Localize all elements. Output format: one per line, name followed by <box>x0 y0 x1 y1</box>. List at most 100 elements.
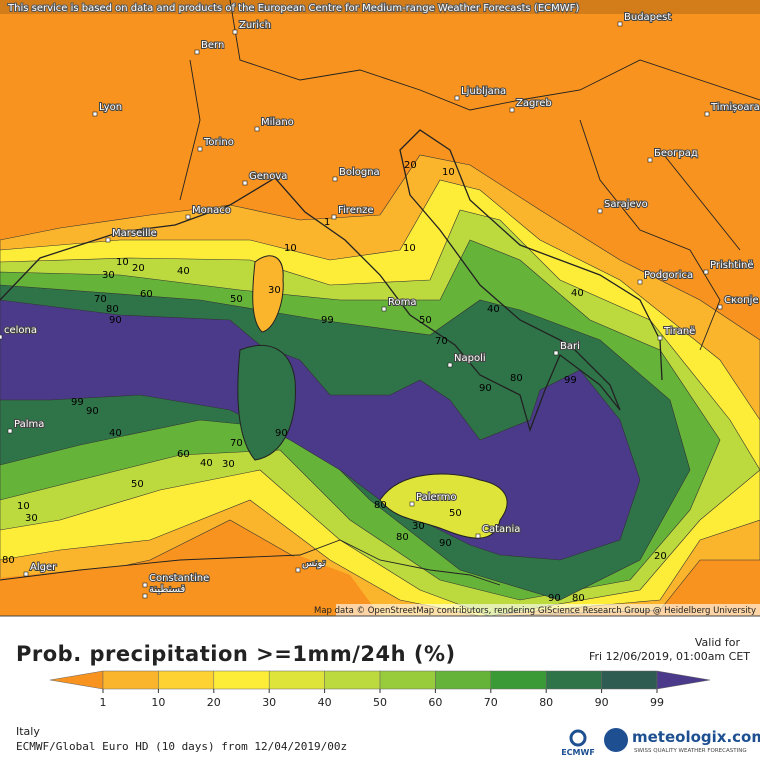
city-label: Bologna <box>339 167 380 178</box>
city-label: Bern <box>201 40 224 51</box>
attribution: Map data © OpenStreetMap contributors, r… <box>314 606 756 616</box>
legend-segment <box>158 670 215 690</box>
city-label: Bari <box>560 341 580 352</box>
city-dot <box>254 126 260 132</box>
city-label: Tiranë <box>663 326 695 337</box>
legend-segment <box>435 670 492 690</box>
city-dot <box>475 533 481 539</box>
legend-segment <box>268 670 325 690</box>
sardinia <box>237 344 296 461</box>
africa-land <box>0 556 380 616</box>
map: This service is based on data and produc… <box>0 0 760 617</box>
city-label: Zagreb <box>516 98 552 109</box>
city-dot <box>509 107 515 113</box>
ecmwf-icon <box>569 729 587 747</box>
city-dot <box>142 593 148 599</box>
banner: This service is based on data and produc… <box>7 3 579 14</box>
city-label: Prishtinë <box>710 260 753 271</box>
city-label: Београд <box>654 148 698 159</box>
city-dot <box>7 428 13 434</box>
legend-segment <box>102 670 159 690</box>
contour-label: 30 <box>25 513 38 524</box>
brand-tagline: SWISS QUALITY WEATHER FORECASTING <box>634 748 747 754</box>
city-label: Napoli <box>454 353 486 364</box>
contour-label: 99 <box>564 375 577 386</box>
borders <box>0 0 760 586</box>
city-label: Genova <box>249 171 287 182</box>
contour-label: 90 <box>86 406 99 417</box>
legend-tick-label: 10 <box>151 696 165 709</box>
contour-label: 40 <box>200 458 213 469</box>
contour-label: 60 <box>177 449 190 460</box>
contour-label: 50 <box>449 508 462 519</box>
city-dot <box>105 237 111 243</box>
city-dot <box>92 111 98 117</box>
contour-label: 99 <box>321 315 334 326</box>
legend-tick-label: 50 <box>373 696 387 709</box>
legend-tick-label: 80 <box>539 696 553 709</box>
city-dot <box>381 306 387 312</box>
contour-label: 30 <box>102 270 115 281</box>
city-dot <box>637 279 643 285</box>
contour-label: 40 <box>109 428 122 439</box>
contour-label: 20 <box>132 263 145 274</box>
contour-label: 70 <box>435 336 448 347</box>
contour-label: 80 <box>396 532 409 543</box>
city-dot <box>331 214 337 220</box>
contour-label: 90 <box>109 315 122 326</box>
contour-label: 40 <box>571 288 584 299</box>
contour-label: 80 <box>374 500 387 511</box>
city-dot <box>232 29 238 35</box>
city-dot <box>717 304 723 310</box>
contour-label: 50 <box>419 315 432 326</box>
contour-label: 1 <box>324 217 330 228</box>
legend-tick-label: 99 <box>650 696 664 709</box>
contour-label: 50 <box>230 294 243 305</box>
city-dot <box>617 21 623 27</box>
city-dot <box>597 208 603 214</box>
ecmwf-logo: ECMWF <box>561 748 595 757</box>
city-label: Ljubljana <box>461 86 506 97</box>
city-label: Palermo <box>416 492 456 503</box>
brand: meteologix.com <box>632 728 760 746</box>
legend-arrow-high <box>656 670 711 690</box>
contour-label: 99 <box>71 397 84 408</box>
city-label: Milano <box>261 117 294 128</box>
city-label: Firenze <box>338 205 374 216</box>
legend-tick-label: 70 <box>484 696 498 709</box>
city-dot <box>197 146 203 152</box>
contour-label: 30 <box>222 459 235 470</box>
banner-bg <box>0 0 760 14</box>
color-legend: 1 10 20 30 40 50 60 70 80 90 99 <box>49 670 711 709</box>
valid-time: Fri 12/06/2019, 01:00am CET <box>589 650 750 663</box>
model-run: ECMWF/Global Euro HD (10 days) from 12/0… <box>16 740 347 753</box>
city-label: Monaco <box>192 205 231 216</box>
contour-label: 50 <box>131 479 144 490</box>
legend-tick-label: 90 <box>595 696 609 709</box>
contour-label: 20 <box>654 551 667 562</box>
city-label: Constantine <box>149 573 209 584</box>
precip-zones <box>0 154 760 617</box>
city-label: celona <box>4 325 37 336</box>
city-label: Sarajevo <box>604 199 648 210</box>
city-dot <box>657 335 663 341</box>
city-dot <box>704 111 710 117</box>
contour-label: 30 <box>412 521 425 532</box>
contour-label: 10 <box>284 243 297 254</box>
contour-label: 80 <box>2 555 15 566</box>
contour-label: 10 <box>442 167 455 178</box>
contour-label: 40 <box>487 304 500 315</box>
brand-icon <box>604 728 628 752</box>
city-label: Скопје <box>724 294 759 306</box>
city-dot <box>142 582 148 588</box>
city-label: Zurich <box>239 20 271 31</box>
contour-label: 60 <box>140 289 153 300</box>
city-label: Marseille <box>112 228 157 239</box>
corsica <box>252 255 284 333</box>
city-dot <box>295 567 301 573</box>
coastline <box>0 129 663 433</box>
city-dot <box>454 95 460 101</box>
contour-label: 10 <box>403 243 416 254</box>
city-dot <box>553 350 559 356</box>
